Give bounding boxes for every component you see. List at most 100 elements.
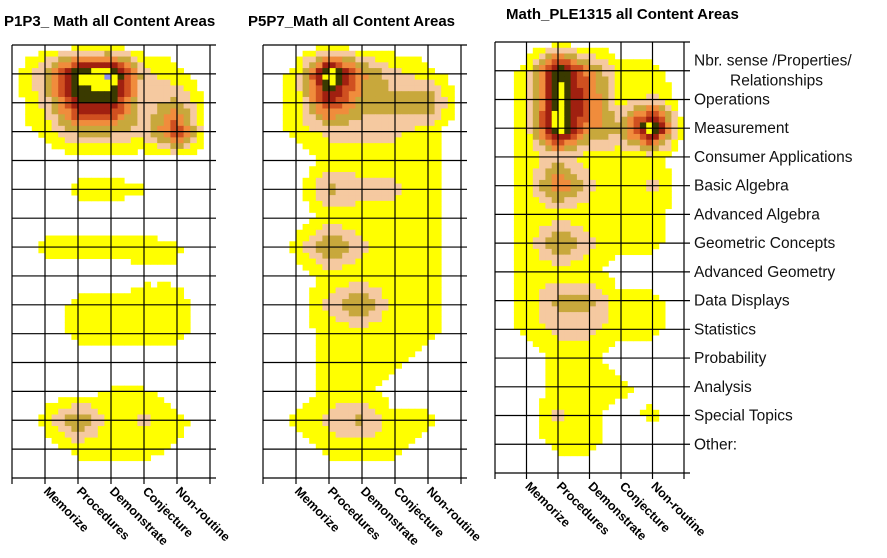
contour-cell bbox=[315, 160, 323, 167]
contour-cell bbox=[388, 241, 396, 248]
contour-cell bbox=[362, 189, 369, 196]
contour-cell bbox=[652, 202, 660, 210]
contour-cell bbox=[621, 116, 628, 123]
contour-cell bbox=[309, 235, 317, 242]
contour-cell bbox=[322, 281, 330, 288]
contour-cell bbox=[342, 368, 350, 375]
contour-cell bbox=[315, 322, 323, 329]
contour-cell bbox=[520, 225, 527, 233]
contour-cell bbox=[633, 317, 641, 324]
contour-cell bbox=[652, 323, 660, 330]
contour-cell bbox=[124, 339, 132, 346]
contour-cell bbox=[576, 47, 584, 54]
contour-cell bbox=[570, 220, 578, 227]
contour-cell bbox=[395, 166, 402, 173]
y-tick-label: Relationships bbox=[730, 73, 823, 90]
contour-cell bbox=[375, 316, 383, 323]
contour-cell bbox=[388, 177, 396, 184]
contour-cell bbox=[434, 172, 442, 179]
contour-cell bbox=[526, 82, 534, 89]
contour-cell bbox=[639, 294, 647, 301]
contour-cell bbox=[564, 162, 571, 169]
contour-cell bbox=[545, 312, 553, 319]
contour-cell bbox=[576, 300, 584, 307]
y-tick-label: Special Topics bbox=[694, 408, 793, 425]
contour-cell bbox=[421, 200, 429, 208]
contour-cell bbox=[342, 362, 350, 369]
contour-cell bbox=[381, 258, 389, 265]
contour-cell bbox=[381, 50, 389, 57]
contour-cell bbox=[375, 420, 383, 427]
contour-cell bbox=[335, 437, 343, 444]
contour-cell bbox=[375, 408, 383, 415]
contour-cell bbox=[539, 312, 546, 319]
contour-cell bbox=[520, 266, 527, 273]
contour-cell bbox=[564, 335, 571, 342]
contour-cell bbox=[322, 443, 330, 450]
contour-cell bbox=[64, 408, 72, 415]
contour-cell bbox=[532, 260, 540, 267]
contour-cell bbox=[51, 431, 59, 438]
contour-cell bbox=[309, 50, 317, 57]
contour-cell bbox=[381, 270, 389, 277]
contour-cell bbox=[97, 91, 105, 98]
contour-cell bbox=[137, 137, 145, 144]
contour-cell bbox=[157, 426, 165, 433]
contour-cell bbox=[602, 214, 609, 221]
contour-cell bbox=[621, 220, 628, 227]
contour-cell bbox=[434, 247, 442, 254]
contour-cell bbox=[362, 143, 369, 150]
contour-cell bbox=[658, 99, 666, 106]
contour-cell bbox=[322, 125, 330, 132]
contour-cell bbox=[652, 139, 660, 146]
contour-cell bbox=[428, 143, 435, 150]
contour-cell bbox=[545, 306, 553, 313]
contour-cell bbox=[329, 212, 336, 219]
contour-cell bbox=[614, 185, 622, 192]
contour-cell bbox=[627, 110, 634, 118]
contour-cell bbox=[302, 73, 310, 81]
contour-cell bbox=[639, 231, 647, 238]
contour-cell bbox=[84, 426, 92, 433]
contour-cell bbox=[25, 62, 33, 69]
contour-cell bbox=[513, 300, 521, 307]
contour-cell bbox=[368, 275, 376, 283]
contour-cell bbox=[576, 363, 584, 370]
contour-cell bbox=[362, 270, 369, 277]
contour-cell bbox=[322, 310, 330, 317]
contour-cell bbox=[177, 102, 184, 109]
contour-cell bbox=[621, 70, 628, 77]
contour-cell bbox=[368, 345, 376, 352]
contour-cell bbox=[395, 102, 402, 109]
contour-cell bbox=[608, 381, 616, 388]
contour-cell bbox=[595, 220, 603, 227]
contour-cell bbox=[551, 82, 559, 89]
contour-cell bbox=[395, 154, 402, 161]
contour-cell bbox=[532, 329, 540, 336]
contour-cell bbox=[150, 316, 158, 323]
contour-cell bbox=[111, 437, 118, 444]
contour-cell bbox=[589, 99, 597, 106]
contour-cell bbox=[428, 195, 435, 202]
contour-cell bbox=[381, 345, 389, 352]
contour-cell bbox=[342, 195, 350, 202]
contour-cell bbox=[408, 333, 416, 340]
contour-cell bbox=[646, 145, 653, 152]
contour-cell bbox=[428, 252, 435, 260]
contour-cell bbox=[84, 397, 92, 404]
contour-cell bbox=[329, 108, 336, 115]
contour-cell bbox=[150, 79, 158, 86]
contour-cell bbox=[368, 310, 376, 317]
contour-cell bbox=[104, 102, 112, 109]
contour-cell bbox=[570, 53, 578, 60]
contour-cell bbox=[658, 133, 666, 141]
contour-cell bbox=[315, 189, 323, 196]
contour-cell bbox=[564, 358, 571, 365]
contour-cell bbox=[322, 200, 330, 208]
contour-cell bbox=[381, 437, 389, 444]
contour-cell bbox=[646, 208, 653, 215]
contour-cell bbox=[78, 333, 85, 340]
contour-cell bbox=[130, 148, 138, 156]
contour-cell bbox=[130, 333, 138, 340]
contour-cell bbox=[421, 264, 429, 271]
